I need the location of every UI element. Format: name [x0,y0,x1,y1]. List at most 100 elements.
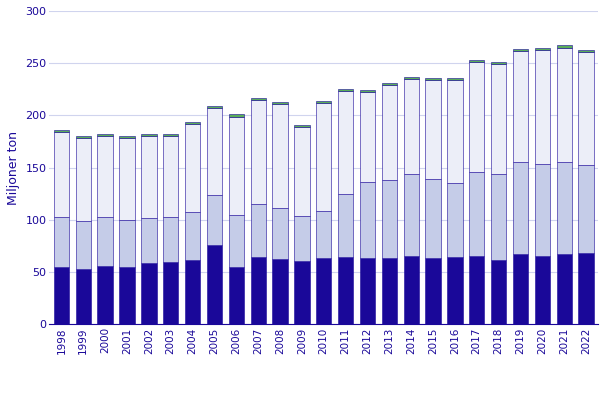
Bar [76,221,91,269]
Bar [163,136,178,217]
Bar [141,134,157,136]
Bar [491,260,506,324]
Bar [513,51,528,163]
Bar [360,92,375,182]
Bar [469,60,485,62]
Bar [360,258,375,324]
Bar [535,163,550,255]
Bar [119,220,135,267]
Bar [119,267,135,324]
Bar [163,262,178,324]
Bar [557,47,572,163]
Bar [229,116,244,215]
Bar [557,163,572,255]
Bar [207,106,222,108]
Bar [294,127,310,216]
Bar [76,139,91,221]
Bar [97,266,113,324]
Bar [207,108,222,195]
Bar [404,79,419,174]
Bar [272,102,287,104]
Bar [535,50,550,163]
Bar [141,218,157,263]
Bar [447,78,463,80]
Bar [272,104,287,208]
Bar [338,194,353,257]
Bar [229,114,244,116]
Bar [316,103,332,210]
Bar [272,208,287,259]
Bar [425,80,440,179]
Bar [404,174,419,255]
Bar [447,257,463,324]
Bar [578,165,594,253]
Bar [316,258,332,324]
Bar [272,259,287,324]
Bar [294,125,310,127]
Bar [578,253,594,324]
Bar [404,77,419,79]
Bar [360,182,375,258]
Bar [119,139,135,220]
Bar [76,269,91,324]
Bar [185,122,200,124]
Bar [185,124,200,212]
Bar [469,255,485,324]
Bar [54,267,69,324]
Bar [404,255,419,324]
Bar [425,78,440,80]
Y-axis label: Miljoner ton: Miljoner ton [7,131,20,205]
Bar [207,195,222,245]
Bar [229,215,244,267]
Bar [338,89,353,92]
Bar [338,257,353,324]
Bar [469,172,485,255]
Bar [425,179,440,258]
Bar [535,255,550,324]
Bar [250,100,266,204]
Bar [338,92,353,194]
Bar [163,134,178,136]
Bar [491,62,506,64]
Bar [557,255,572,324]
Bar [382,83,397,85]
Bar [360,90,375,92]
Bar [491,174,506,260]
Bar [185,212,200,260]
Bar [141,136,157,218]
Bar [316,101,332,103]
Bar [316,210,332,258]
Bar [76,136,91,139]
Bar [250,98,266,100]
Bar [513,49,528,51]
Bar [119,136,135,139]
Bar [578,52,594,165]
Bar [447,80,463,183]
Bar [207,245,222,324]
Bar [185,260,200,324]
Bar [513,163,528,255]
Bar [250,204,266,257]
Bar [163,217,178,262]
Bar [513,255,528,324]
Bar [250,257,266,324]
Bar [97,134,113,136]
Bar [97,136,113,217]
Bar [382,85,397,180]
Bar [382,258,397,324]
Bar [382,180,397,258]
Bar [294,216,310,261]
Bar [54,217,69,267]
Bar [535,47,550,50]
Bar [97,217,113,266]
Bar [54,130,69,132]
Bar [294,261,310,324]
Bar [491,64,506,174]
Bar [425,258,440,324]
Bar [469,62,485,172]
Bar [447,183,463,257]
Bar [54,132,69,217]
Bar [141,263,157,324]
Bar [557,45,572,47]
Bar [229,267,244,324]
